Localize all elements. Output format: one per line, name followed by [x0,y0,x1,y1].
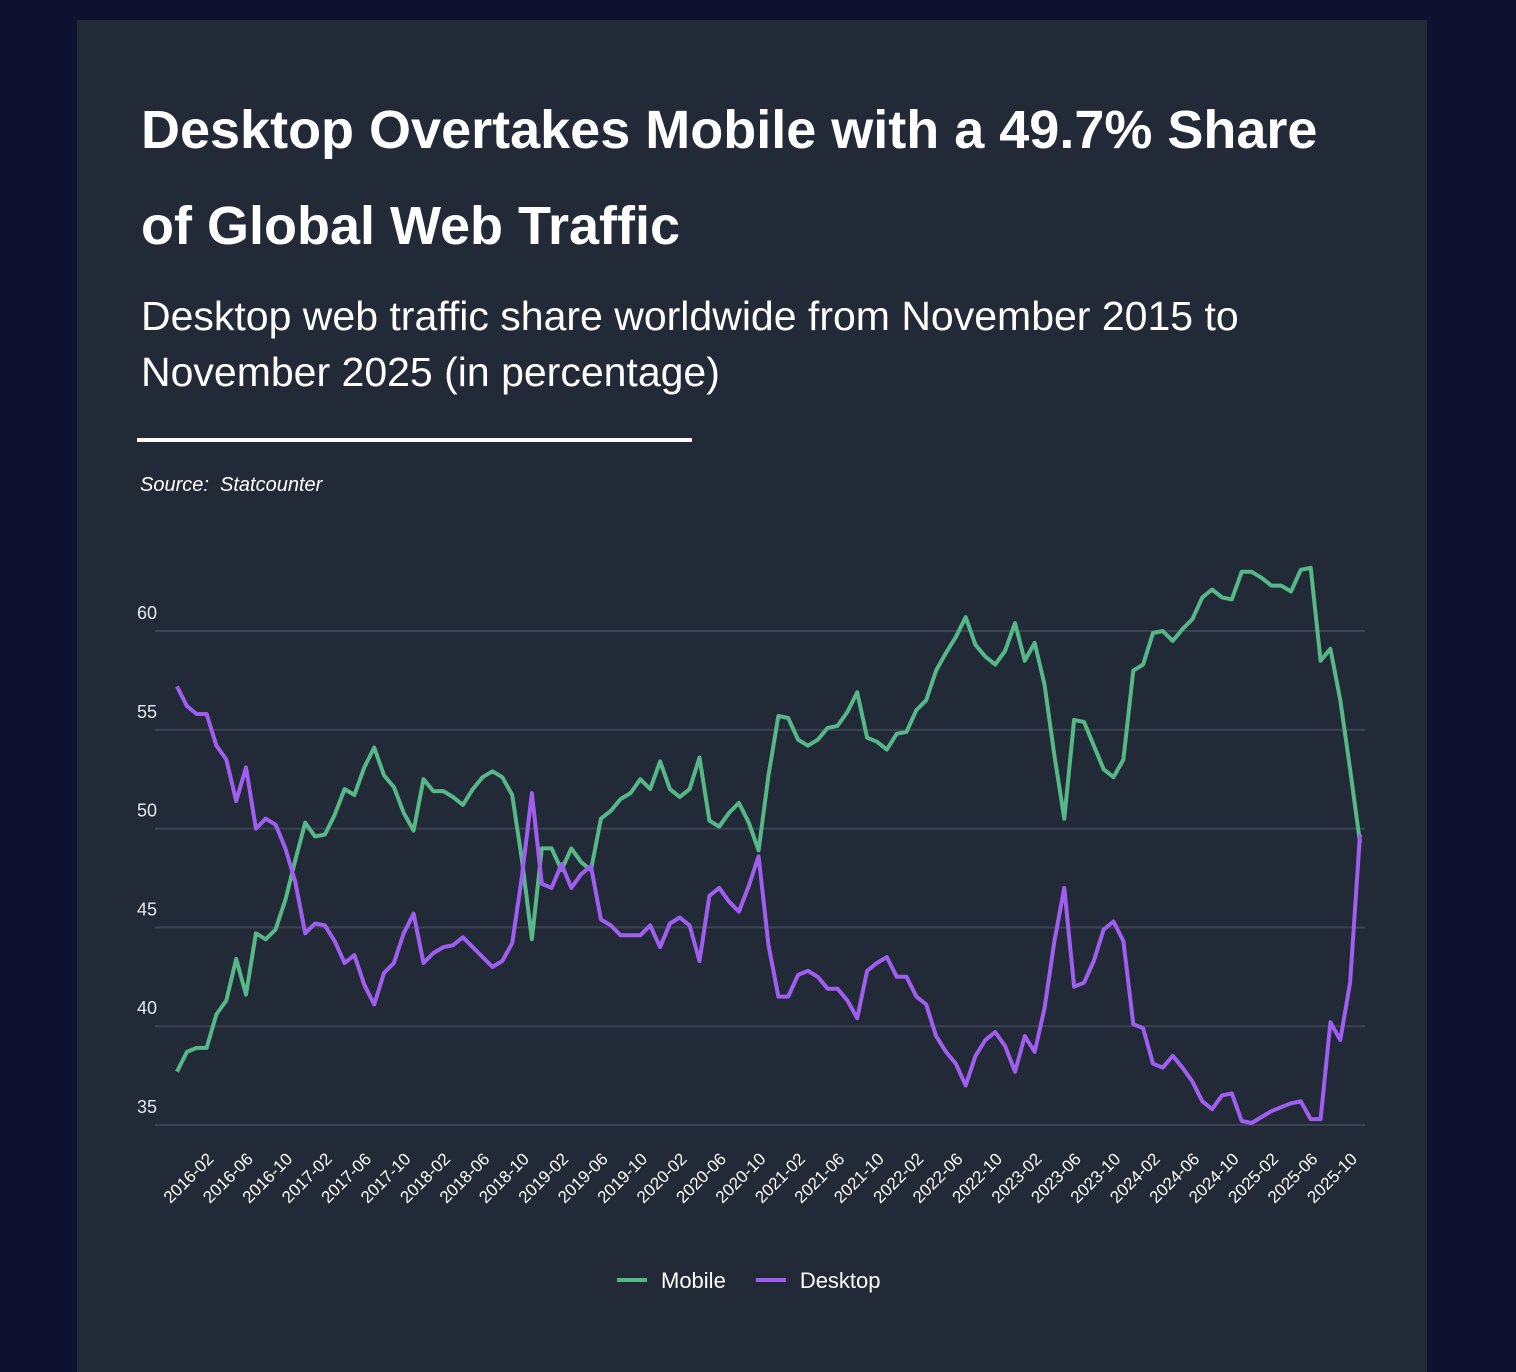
y-tick-label: 55 [137,702,157,722]
legend-label: Desktop [800,1268,881,1293]
y-tick-label: 35 [137,1097,157,1117]
divider [137,438,692,442]
y-tick-label: 50 [137,801,157,821]
line-series [175,685,1362,1125]
source: Source: Statcounter [140,474,323,496]
chart-title: Desktop Overtakes Mobile with a 49.7% Sh… [141,100,1318,256]
card: Desktop Overtakes Mobile with a 49.7% Sh… [77,20,1427,1372]
chart-subtitle: Desktop web traffic share worldwide from… [141,293,1239,395]
y-tick-label: 45 [137,899,157,919]
y-tick-label: 60 [137,603,157,623]
legend-label: Mobile [661,1268,726,1293]
line-series [175,565,1362,1073]
y-tick-label: 40 [137,998,157,1018]
